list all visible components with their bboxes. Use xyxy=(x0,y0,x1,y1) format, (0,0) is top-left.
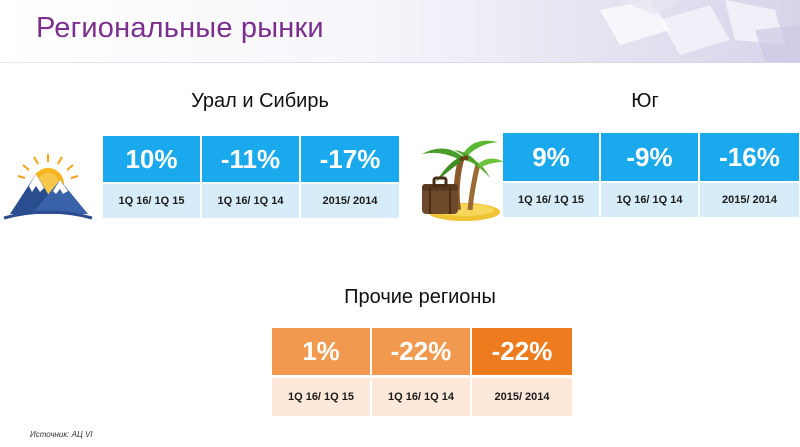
period-cell: 1Q 16/ 1Q 15 xyxy=(272,378,372,416)
period-cell: 1Q 16/ 1Q 14 xyxy=(202,184,301,218)
value-cell: 1% xyxy=(272,328,372,375)
period-cell: 1Q 16/ 1Q 14 xyxy=(601,183,700,217)
header-band: Региональные рынки xyxy=(0,0,800,62)
region-title-other: Прочие регионы xyxy=(344,286,496,308)
period-cell: 1Q 16/ 1Q 15 xyxy=(503,183,601,217)
slide-title: Региональные рынки xyxy=(36,12,324,44)
mountain-sun-icon xyxy=(2,148,94,225)
palm-island-suitcase-icon xyxy=(414,128,506,229)
period-cell: 2015/ 2014 xyxy=(700,183,799,217)
region-title-south: Юг xyxy=(631,90,659,112)
header-divider xyxy=(0,62,800,63)
period-cell: 1Q 16/ 1Q 15 xyxy=(103,184,202,218)
value-cell: -22% xyxy=(372,328,472,375)
value-cell: -9% xyxy=(601,133,700,181)
value-cell: -17% xyxy=(301,136,399,182)
value-cell: 10% xyxy=(103,136,202,182)
period-cell: 2015/ 2014 xyxy=(301,184,399,218)
period-cell: 2015/ 2014 xyxy=(472,378,572,416)
region-title-ural-siberia: Урал и Сибирь xyxy=(191,90,329,112)
period-cell: 1Q 16/ 1Q 14 xyxy=(372,378,472,416)
value-cell: -11% xyxy=(202,136,301,182)
value-cell: -16% xyxy=(700,133,799,181)
value-cell: 9% xyxy=(503,133,601,181)
source-note: Источник: АЦ VI xyxy=(30,430,93,439)
value-cell: -22% xyxy=(472,328,572,375)
